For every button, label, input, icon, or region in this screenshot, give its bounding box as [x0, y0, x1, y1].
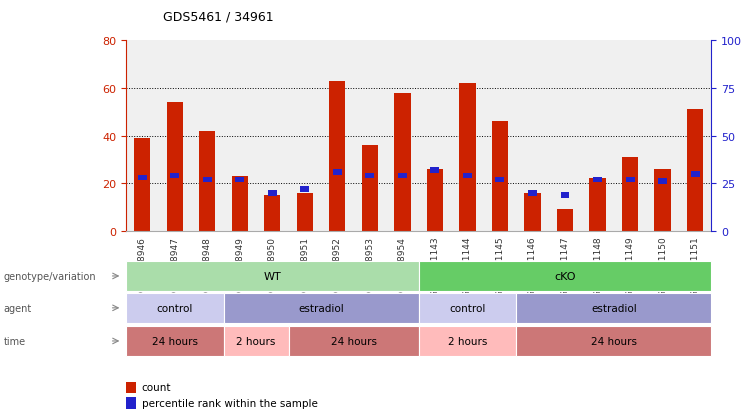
Text: genotype/variation: genotype/variation	[4, 271, 96, 281]
Bar	[296, 193, 313, 231]
Bar	[232, 177, 248, 231]
Bar	[557, 210, 573, 231]
Text: cKO: cKO	[554, 271, 576, 281]
Bar	[463, 173, 472, 179]
Bar	[170, 173, 179, 179]
Bar	[365, 173, 374, 179]
Bar	[625, 177, 634, 183]
Text: estradiol: estradiol	[298, 303, 344, 313]
Text: 24 hours: 24 hours	[330, 336, 376, 346]
Text: 24 hours: 24 hours	[152, 336, 198, 346]
Bar	[265, 196, 280, 231]
Text: WT: WT	[264, 271, 281, 281]
Bar	[496, 177, 505, 183]
Bar	[687, 110, 703, 231]
Text: 2 hours: 2 hours	[448, 336, 487, 346]
Text: percentile rank within the sample: percentile rank within the sample	[142, 398, 317, 408]
Bar	[525, 193, 541, 231]
Bar	[236, 177, 245, 183]
Bar	[431, 168, 439, 173]
Bar	[622, 158, 638, 231]
Bar	[459, 84, 476, 231]
Bar	[691, 171, 700, 177]
Text: GDS5461 / 34961: GDS5461 / 34961	[163, 10, 273, 23]
Text: control: control	[156, 303, 193, 313]
Text: estradiol: estradiol	[591, 303, 637, 313]
Text: agent: agent	[4, 303, 32, 313]
Bar	[654, 169, 671, 231]
Text: count: count	[142, 382, 171, 392]
Bar	[268, 190, 277, 196]
Bar	[427, 169, 443, 231]
Bar	[333, 169, 342, 175]
Bar	[658, 179, 667, 185]
Bar	[560, 192, 570, 198]
Bar	[203, 177, 212, 183]
Bar	[492, 122, 508, 231]
Bar	[589, 179, 605, 231]
Text: control: control	[449, 303, 485, 313]
Bar	[398, 173, 407, 179]
Bar	[593, 177, 602, 183]
Text: 2 hours: 2 hours	[236, 336, 276, 346]
Bar	[300, 187, 309, 192]
Text: time: time	[4, 336, 26, 346]
Bar	[138, 175, 147, 181]
Bar	[329, 82, 345, 231]
Bar	[528, 190, 537, 196]
Bar	[394, 93, 411, 231]
Bar	[199, 131, 216, 231]
Bar	[134, 139, 150, 231]
Bar	[167, 103, 183, 231]
Text: 24 hours: 24 hours	[591, 336, 637, 346]
Bar	[362, 146, 378, 231]
